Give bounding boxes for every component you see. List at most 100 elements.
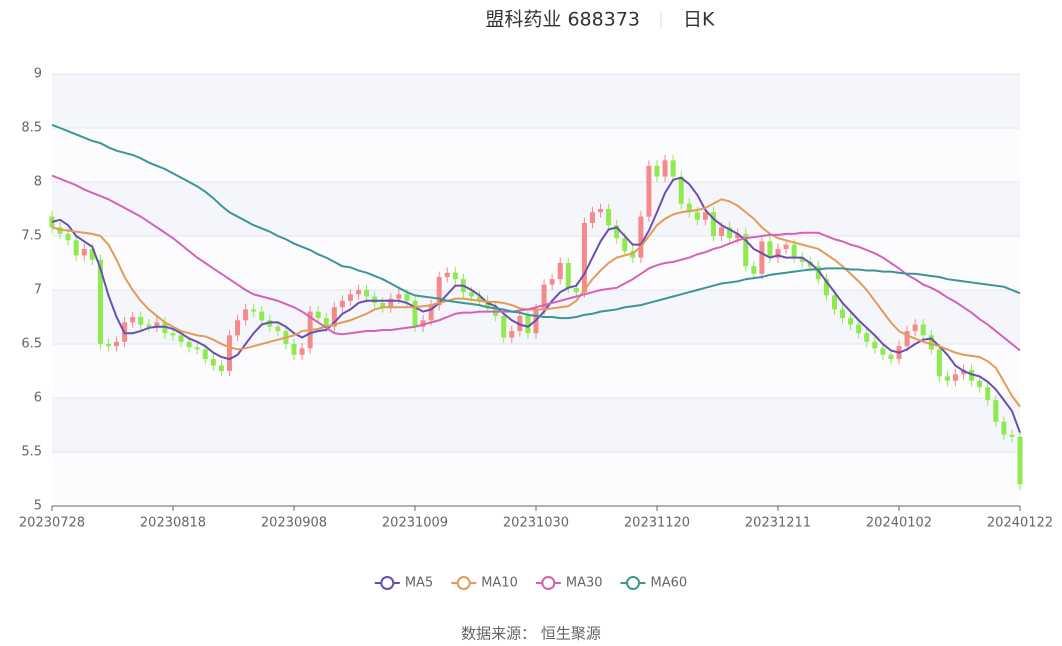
- candle-body: [936, 349, 942, 377]
- candle-body: [73, 240, 79, 256]
- candle-body: [678, 176, 684, 204]
- candle-body: [65, 233, 71, 241]
- x-tick-label: 20231211: [745, 516, 811, 531]
- plot-band: [52, 452, 1020, 506]
- chart-subtitle: 日K: [683, 9, 715, 31]
- y-tick-label: 7.5: [21, 229, 42, 244]
- candle-body: [299, 348, 305, 355]
- candle-body: [412, 300, 418, 327]
- candle-body: [702, 212, 708, 220]
- candle-body: [815, 266, 821, 280]
- candle-body: [444, 272, 450, 278]
- candle-body: [452, 272, 458, 280]
- candle-body: [57, 227, 63, 234]
- candle-body: [275, 326, 281, 332]
- candle-body: [154, 322, 160, 327]
- candle-body: [872, 341, 878, 349]
- legend-symbol: [541, 576, 556, 590]
- candle-body: [904, 331, 910, 347]
- candle-body: [436, 277, 442, 306]
- candle-body: [775, 248, 781, 258]
- legend-symbol: [456, 576, 471, 590]
- ma-line: [51, 123, 1021, 320]
- y-tick-label: 6: [34, 391, 42, 406]
- candle-body: [114, 341, 120, 347]
- legend-symbol: [626, 576, 641, 590]
- candle-body: [380, 302, 386, 308]
- candle-body: [783, 244, 789, 249]
- candle-body: [162, 322, 168, 334]
- candle-body: [888, 354, 894, 360]
- candle-body: [985, 387, 991, 401]
- candle-body: [944, 376, 950, 381]
- candle-body: [202, 349, 208, 360]
- candle-body: [468, 292, 474, 297]
- candle-body: [243, 309, 249, 321]
- candle-body: [251, 309, 257, 312]
- y-tick-label: 5.5: [21, 445, 42, 460]
- x-tick-label: 20230728: [19, 516, 85, 531]
- y-tick-label: 8.5: [21, 121, 42, 136]
- candle-body: [598, 209, 604, 213]
- candle-body: [226, 335, 232, 371]
- candle-body: [791, 244, 797, 258]
- candle-body: [710, 212, 716, 236]
- candle-body: [686, 203, 692, 213]
- candle-body: [509, 331, 515, 338]
- candle-body: [727, 227, 733, 239]
- candle-body: [194, 347, 200, 350]
- candle-body: [993, 400, 999, 422]
- candle-body: [170, 333, 176, 336]
- legend-label: MA30: [566, 576, 603, 591]
- candle-body: [767, 241, 773, 258]
- candle-body: [372, 296, 378, 303]
- candle-body: [928, 335, 934, 350]
- candle-body: [501, 315, 507, 338]
- candle-body: [541, 284, 547, 310]
- x-tick-label: 20240122: [987, 516, 1053, 531]
- candle-body: [89, 248, 95, 260]
- candle-body: [428, 305, 434, 321]
- legend-label: MA60: [651, 576, 688, 591]
- candle-body: [218, 365, 224, 371]
- legend-symbol: [380, 576, 395, 590]
- legend: MA5 MA10 MA30 MA60: [374, 576, 688, 591]
- candle-body: [323, 318, 329, 327]
- candle-body: [356, 290, 362, 295]
- x-tick-label: 20240102: [866, 516, 932, 531]
- candle-body: [557, 263, 563, 280]
- plot-band: [52, 74, 1020, 128]
- candle-body: [331, 307, 337, 327]
- candle-body: [880, 348, 886, 355]
- candle-body: [719, 227, 725, 236]
- candle-body: [581, 223, 587, 293]
- candle-body: [831, 295, 837, 310]
- candle-body: [339, 300, 345, 308]
- y-tick-label: 6.5: [21, 337, 42, 352]
- candle-body: [364, 290, 370, 297]
- source-note: 数据来源： 恒生聚源: [461, 625, 601, 643]
- y-tick-label: 5: [34, 499, 42, 514]
- candle-body: [130, 317, 136, 323]
- candle-body: [291, 344, 297, 355]
- candle-body: [743, 233, 749, 267]
- candle-body: [670, 160, 676, 177]
- candle-body: [485, 300, 491, 308]
- candle-body: [848, 318, 854, 325]
- candle-body: [799, 257, 805, 262]
- x-tick-label: 20231120: [624, 516, 690, 531]
- candle-body: [694, 212, 700, 220]
- candle-body: [1009, 434, 1015, 437]
- candle-body: [178, 335, 184, 342]
- candle-body: [654, 165, 660, 177]
- x-tick-label: 20231009: [382, 516, 448, 531]
- candle-body: [864, 333, 870, 342]
- legend-label: MA10: [481, 576, 518, 591]
- candle-body: [1017, 436, 1023, 485]
- x-tick-label: 20230818: [140, 516, 206, 531]
- candle-body: [912, 324, 918, 332]
- candle-body: [823, 279, 829, 296]
- candle-body: [138, 317, 144, 325]
- candle-body: [662, 160, 668, 177]
